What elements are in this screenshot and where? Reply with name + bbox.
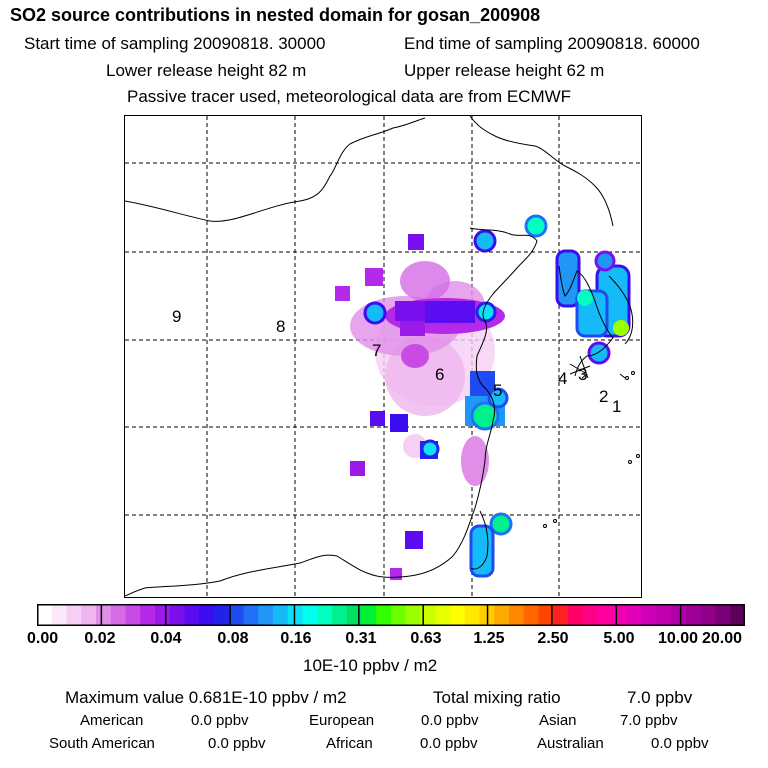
scale-tick-7: 1.25 <box>473 630 505 647</box>
scale-tick-11: 20.00 <box>701 630 742 647</box>
scale-tick-6: 0.63 <box>410 630 442 647</box>
map-gridlines <box>125 116 641 597</box>
scale-swatch <box>243 604 259 626</box>
scale-tick-4: 0.16 <box>280 630 312 647</box>
scale-swatch <box>155 604 171 626</box>
map-canvas <box>125 116 641 597</box>
african-label: African <box>326 735 373 752</box>
scale-swatch <box>464 604 480 626</box>
color-scale-bar <box>37 604 745 626</box>
track-label-5: 5 <box>493 381 503 400</box>
total-mixing-value: 7.0 ppbv <box>627 688 693 707</box>
european-value: 0.0 ppbv <box>421 712 479 729</box>
scale-tick-8: 2.50 <box>537 630 569 647</box>
scale-swatch <box>140 604 156 626</box>
scale-unit-label: 10E-10 ppbv / m2 <box>303 656 438 675</box>
upper-height-label: Upper release height 62 m <box>404 61 605 80</box>
track-label-4: 4 <box>558 369 568 388</box>
scale-swatch <box>125 604 141 626</box>
scale-tick-5: 0.31 <box>345 630 377 647</box>
scale-swatch <box>317 604 333 626</box>
scale-swatch <box>597 604 613 626</box>
scale-swatch <box>730 604 745 626</box>
south-american-label: South American <box>49 735 155 752</box>
map-title: SO2 source contributions in nested domai… <box>10 5 541 25</box>
asian-value: 7.0 ppbv <box>620 712 678 729</box>
scale-swatch <box>258 604 274 626</box>
scale-swatch <box>228 604 244 626</box>
tracer-note: Passive tracer used, meteorological data… <box>127 87 572 106</box>
scale-swatch <box>346 604 362 626</box>
scale-tick-3: 0.08 <box>217 630 249 647</box>
scale-swatch <box>715 604 731 626</box>
scale-swatch <box>612 604 628 626</box>
scale-swatch <box>332 604 348 626</box>
total-mixing-label: Total mixing ratio <box>433 688 561 707</box>
scale-border <box>37 604 745 626</box>
scale-swatch <box>51 604 67 626</box>
track-label-8: 8 <box>276 317 286 336</box>
scale-swatch <box>523 604 539 626</box>
scale-swatch <box>627 604 643 626</box>
end-time-label: End time of sampling 20090818. 60000 <box>404 34 700 53</box>
lower-height-label: Lower release height 82 m <box>106 61 307 80</box>
scale-swatch <box>568 604 584 626</box>
scale-swatch <box>302 604 318 626</box>
scale-swatch <box>169 604 185 626</box>
scale-tick-0: 0.00 <box>27 630 59 647</box>
scale-swatch <box>538 604 554 626</box>
scale-swatch <box>184 604 200 626</box>
scale-swatch <box>214 604 230 626</box>
track-label-9: 9 <box>172 307 182 326</box>
scale-tick-10: 10.00 <box>657 630 699 647</box>
track-label-7: 7 <box>372 341 382 360</box>
south-american-value: 0.0 ppbv <box>208 735 266 752</box>
australian-value: 0.0 ppbv <box>651 735 709 752</box>
track-label-2: 2 <box>599 387 609 406</box>
backward-trajectory-markers <box>569 355 591 379</box>
scale-swatch <box>376 604 392 626</box>
track-label-3: 3 <box>578 365 588 384</box>
scale-swatch <box>553 604 569 626</box>
map-panel <box>124 115 642 598</box>
concentration-field <box>335 214 631 580</box>
scale-swatch <box>641 604 657 626</box>
scale-swatch <box>494 604 510 626</box>
track-label-1: 1 <box>612 397 622 416</box>
american-label: American <box>80 712 144 729</box>
max-value-label: Maximum value 0.681E-10 ppbv / m2 <box>65 688 347 707</box>
scale-swatch <box>450 604 466 626</box>
scale-swatch <box>656 604 672 626</box>
track-label-6: 6 <box>435 365 445 384</box>
scale-swatch <box>96 604 112 626</box>
scale-swatch <box>671 604 687 626</box>
scale-swatch <box>110 604 126 626</box>
scale-tick-2: 0.04 <box>150 630 182 647</box>
scale-tick-9: 5.00 <box>603 630 635 647</box>
scale-swatch <box>361 604 377 626</box>
scale-swatch <box>420 604 436 626</box>
scale-swatch <box>37 604 53 626</box>
american-value: 0.0 ppbv <box>191 712 249 729</box>
scale-swatch <box>686 604 702 626</box>
asian-label: Asian <box>539 712 577 729</box>
scale-swatch <box>66 604 82 626</box>
scale-swatch <box>700 604 716 626</box>
coastlines <box>125 116 640 597</box>
scale-swatch <box>391 604 407 626</box>
scale-tick-1: 0.02 <box>84 630 116 647</box>
european-label: European <box>309 712 375 729</box>
scale-swatch <box>405 604 421 626</box>
scale-swatch <box>582 604 598 626</box>
scale-swatch <box>287 604 303 626</box>
scale-swatch <box>199 604 215 626</box>
african-value: 0.0 ppbv <box>420 735 478 752</box>
australian-label: Australian <box>537 735 604 752</box>
scale-swatch <box>273 604 289 626</box>
scale-swatch <box>509 604 525 626</box>
scale-swatch <box>435 604 451 626</box>
start-time-label: Start time of sampling 20090818. 30000 <box>24 34 326 53</box>
scale-swatch <box>81 604 97 626</box>
